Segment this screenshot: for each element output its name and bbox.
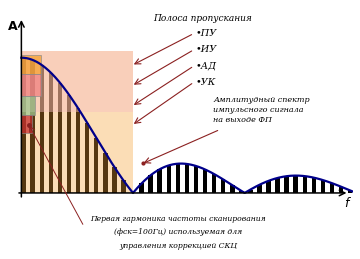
Bar	[21, 55, 41, 74]
Bar	[239, 191, 244, 193]
Bar	[144, 179, 148, 193]
Text: f: f	[344, 197, 348, 210]
Bar	[21, 74, 41, 96]
Bar	[171, 164, 176, 193]
Bar	[207, 172, 212, 193]
Bar	[266, 181, 271, 193]
Bar	[185, 164, 189, 193]
Bar	[135, 188, 139, 193]
Bar	[334, 185, 339, 193]
Bar	[298, 176, 302, 193]
Bar	[302, 176, 307, 193]
Text: •ПУ: •ПУ	[196, 29, 217, 38]
Bar	[180, 164, 185, 193]
Text: Полоса пропускания: Полоса пропускания	[153, 15, 252, 23]
Bar	[126, 186, 130, 193]
Bar	[58, 83, 62, 193]
Bar	[221, 179, 225, 193]
Bar	[44, 69, 49, 193]
Bar	[99, 145, 103, 193]
Bar	[31, 60, 35, 193]
Bar	[21, 58, 26, 193]
Bar	[212, 174, 216, 193]
Bar	[40, 65, 44, 193]
Bar	[293, 176, 298, 193]
Bar	[157, 169, 162, 193]
Bar	[194, 166, 198, 193]
Bar	[139, 183, 144, 193]
Bar	[284, 176, 289, 193]
Bar	[325, 182, 330, 193]
Bar	[167, 166, 171, 193]
Bar	[348, 190, 352, 193]
Bar	[330, 183, 334, 193]
Bar	[21, 96, 35, 114]
Bar	[253, 187, 257, 193]
Bar	[289, 176, 293, 193]
Bar	[176, 164, 180, 193]
Bar	[307, 177, 312, 193]
Bar	[162, 167, 167, 193]
Bar	[248, 190, 253, 193]
Bar	[280, 177, 284, 193]
Bar	[321, 180, 325, 193]
Bar	[108, 160, 112, 193]
Text: •УК: •УК	[196, 77, 216, 87]
Bar	[53, 77, 58, 193]
Bar	[262, 183, 266, 193]
Text: A: A	[8, 20, 17, 33]
Bar	[62, 89, 67, 193]
Bar	[357, 192, 360, 193]
Bar	[216, 177, 221, 193]
Bar	[49, 73, 53, 193]
Bar	[89, 130, 94, 193]
Bar	[203, 169, 207, 193]
Bar	[117, 174, 121, 193]
Bar	[103, 153, 108, 193]
Text: •ИУ: •ИУ	[196, 45, 217, 54]
Bar	[153, 172, 157, 193]
Bar	[35, 62, 40, 193]
Bar	[312, 178, 316, 193]
Text: (фск=100Гц) используемая для: (фск=100Гц) используемая для	[114, 228, 242, 236]
Bar	[343, 189, 348, 193]
Bar	[80, 115, 85, 193]
Bar	[275, 178, 280, 193]
Text: Первая гармоника частоты сканирования: Первая гармоника частоты сканирования	[91, 215, 266, 222]
Bar	[244, 192, 248, 193]
Bar	[21, 51, 133, 193]
Bar	[230, 185, 234, 193]
Bar	[271, 179, 275, 193]
Bar	[316, 179, 321, 193]
Text: управления коррекцией СКЦ: управления коррекцией СКЦ	[120, 242, 237, 250]
Bar	[148, 175, 153, 193]
Bar	[234, 188, 239, 193]
Bar	[21, 51, 133, 112]
Bar	[67, 95, 71, 193]
Bar	[76, 108, 80, 193]
Bar	[85, 123, 89, 193]
Bar	[198, 168, 203, 193]
Text: Амплитудный спектр
импульсного сигнала
на выходе ФП: Амплитудный спектр импульсного сигнала н…	[213, 96, 310, 124]
Bar	[339, 187, 343, 193]
Bar	[112, 167, 117, 193]
Text: •АД: •АД	[196, 61, 217, 70]
Bar	[94, 138, 99, 193]
Bar	[189, 165, 194, 193]
Bar	[121, 180, 126, 193]
Bar	[21, 114, 32, 133]
Bar	[257, 185, 262, 193]
Bar	[71, 101, 76, 193]
Bar	[225, 182, 230, 193]
Bar	[26, 59, 31, 193]
